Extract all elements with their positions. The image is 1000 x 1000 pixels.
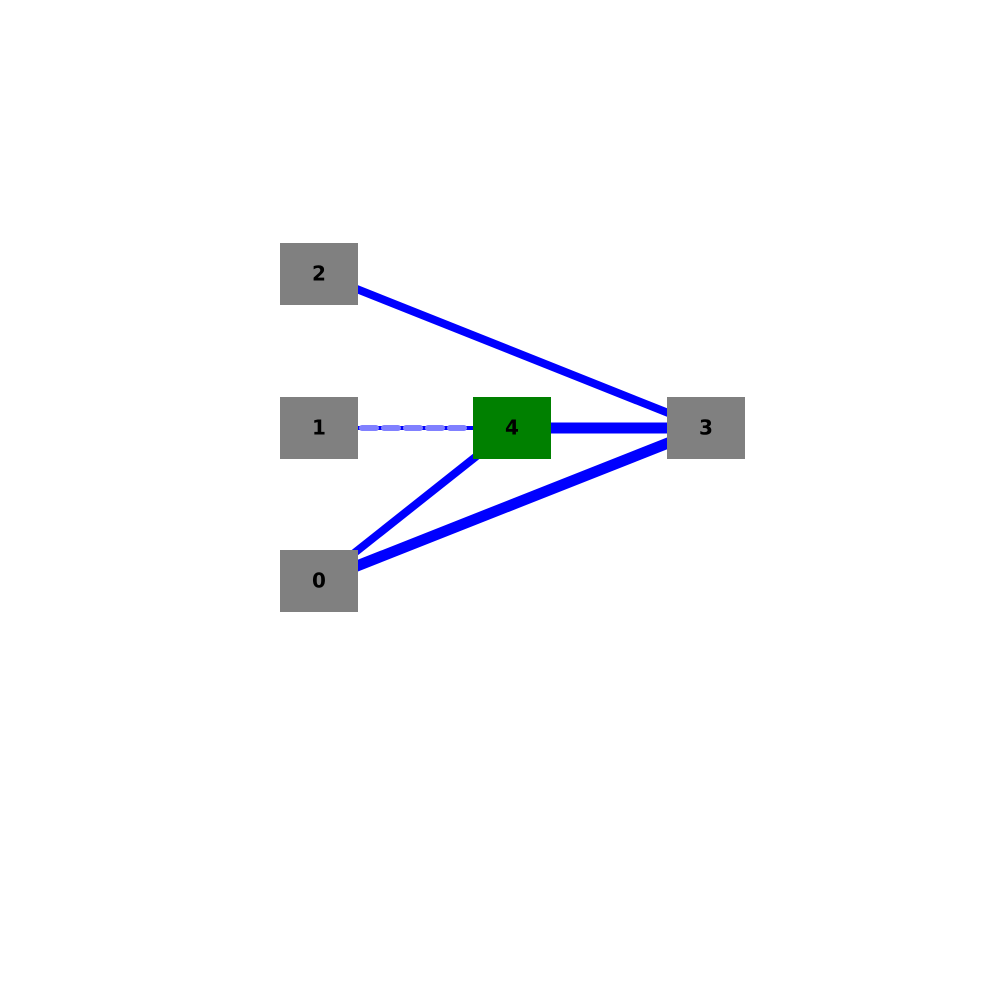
node-label-4: 4 <box>505 416 519 440</box>
node-2: 2 <box>280 243 358 305</box>
node-box-2 <box>280 243 358 305</box>
node-label-2: 2 <box>312 262 326 286</box>
node-0: 0 <box>280 550 358 612</box>
edge-0-3 <box>316 422 709 587</box>
node-box-1 <box>280 397 358 459</box>
node-3: 3 <box>667 397 745 459</box>
node-1: 1 <box>280 397 358 459</box>
node-label-0: 0 <box>312 569 326 593</box>
edge-2-3 <box>317 270 708 432</box>
node-label-3: 3 <box>699 416 713 440</box>
node-4: 4 <box>473 397 551 459</box>
node-box-3 <box>667 397 745 459</box>
nodes-layer: 0 1 2 3 4 <box>280 243 745 612</box>
node-box-0 <box>280 550 358 612</box>
node-box-4 <box>473 397 551 459</box>
node-label-1: 1 <box>312 416 326 440</box>
